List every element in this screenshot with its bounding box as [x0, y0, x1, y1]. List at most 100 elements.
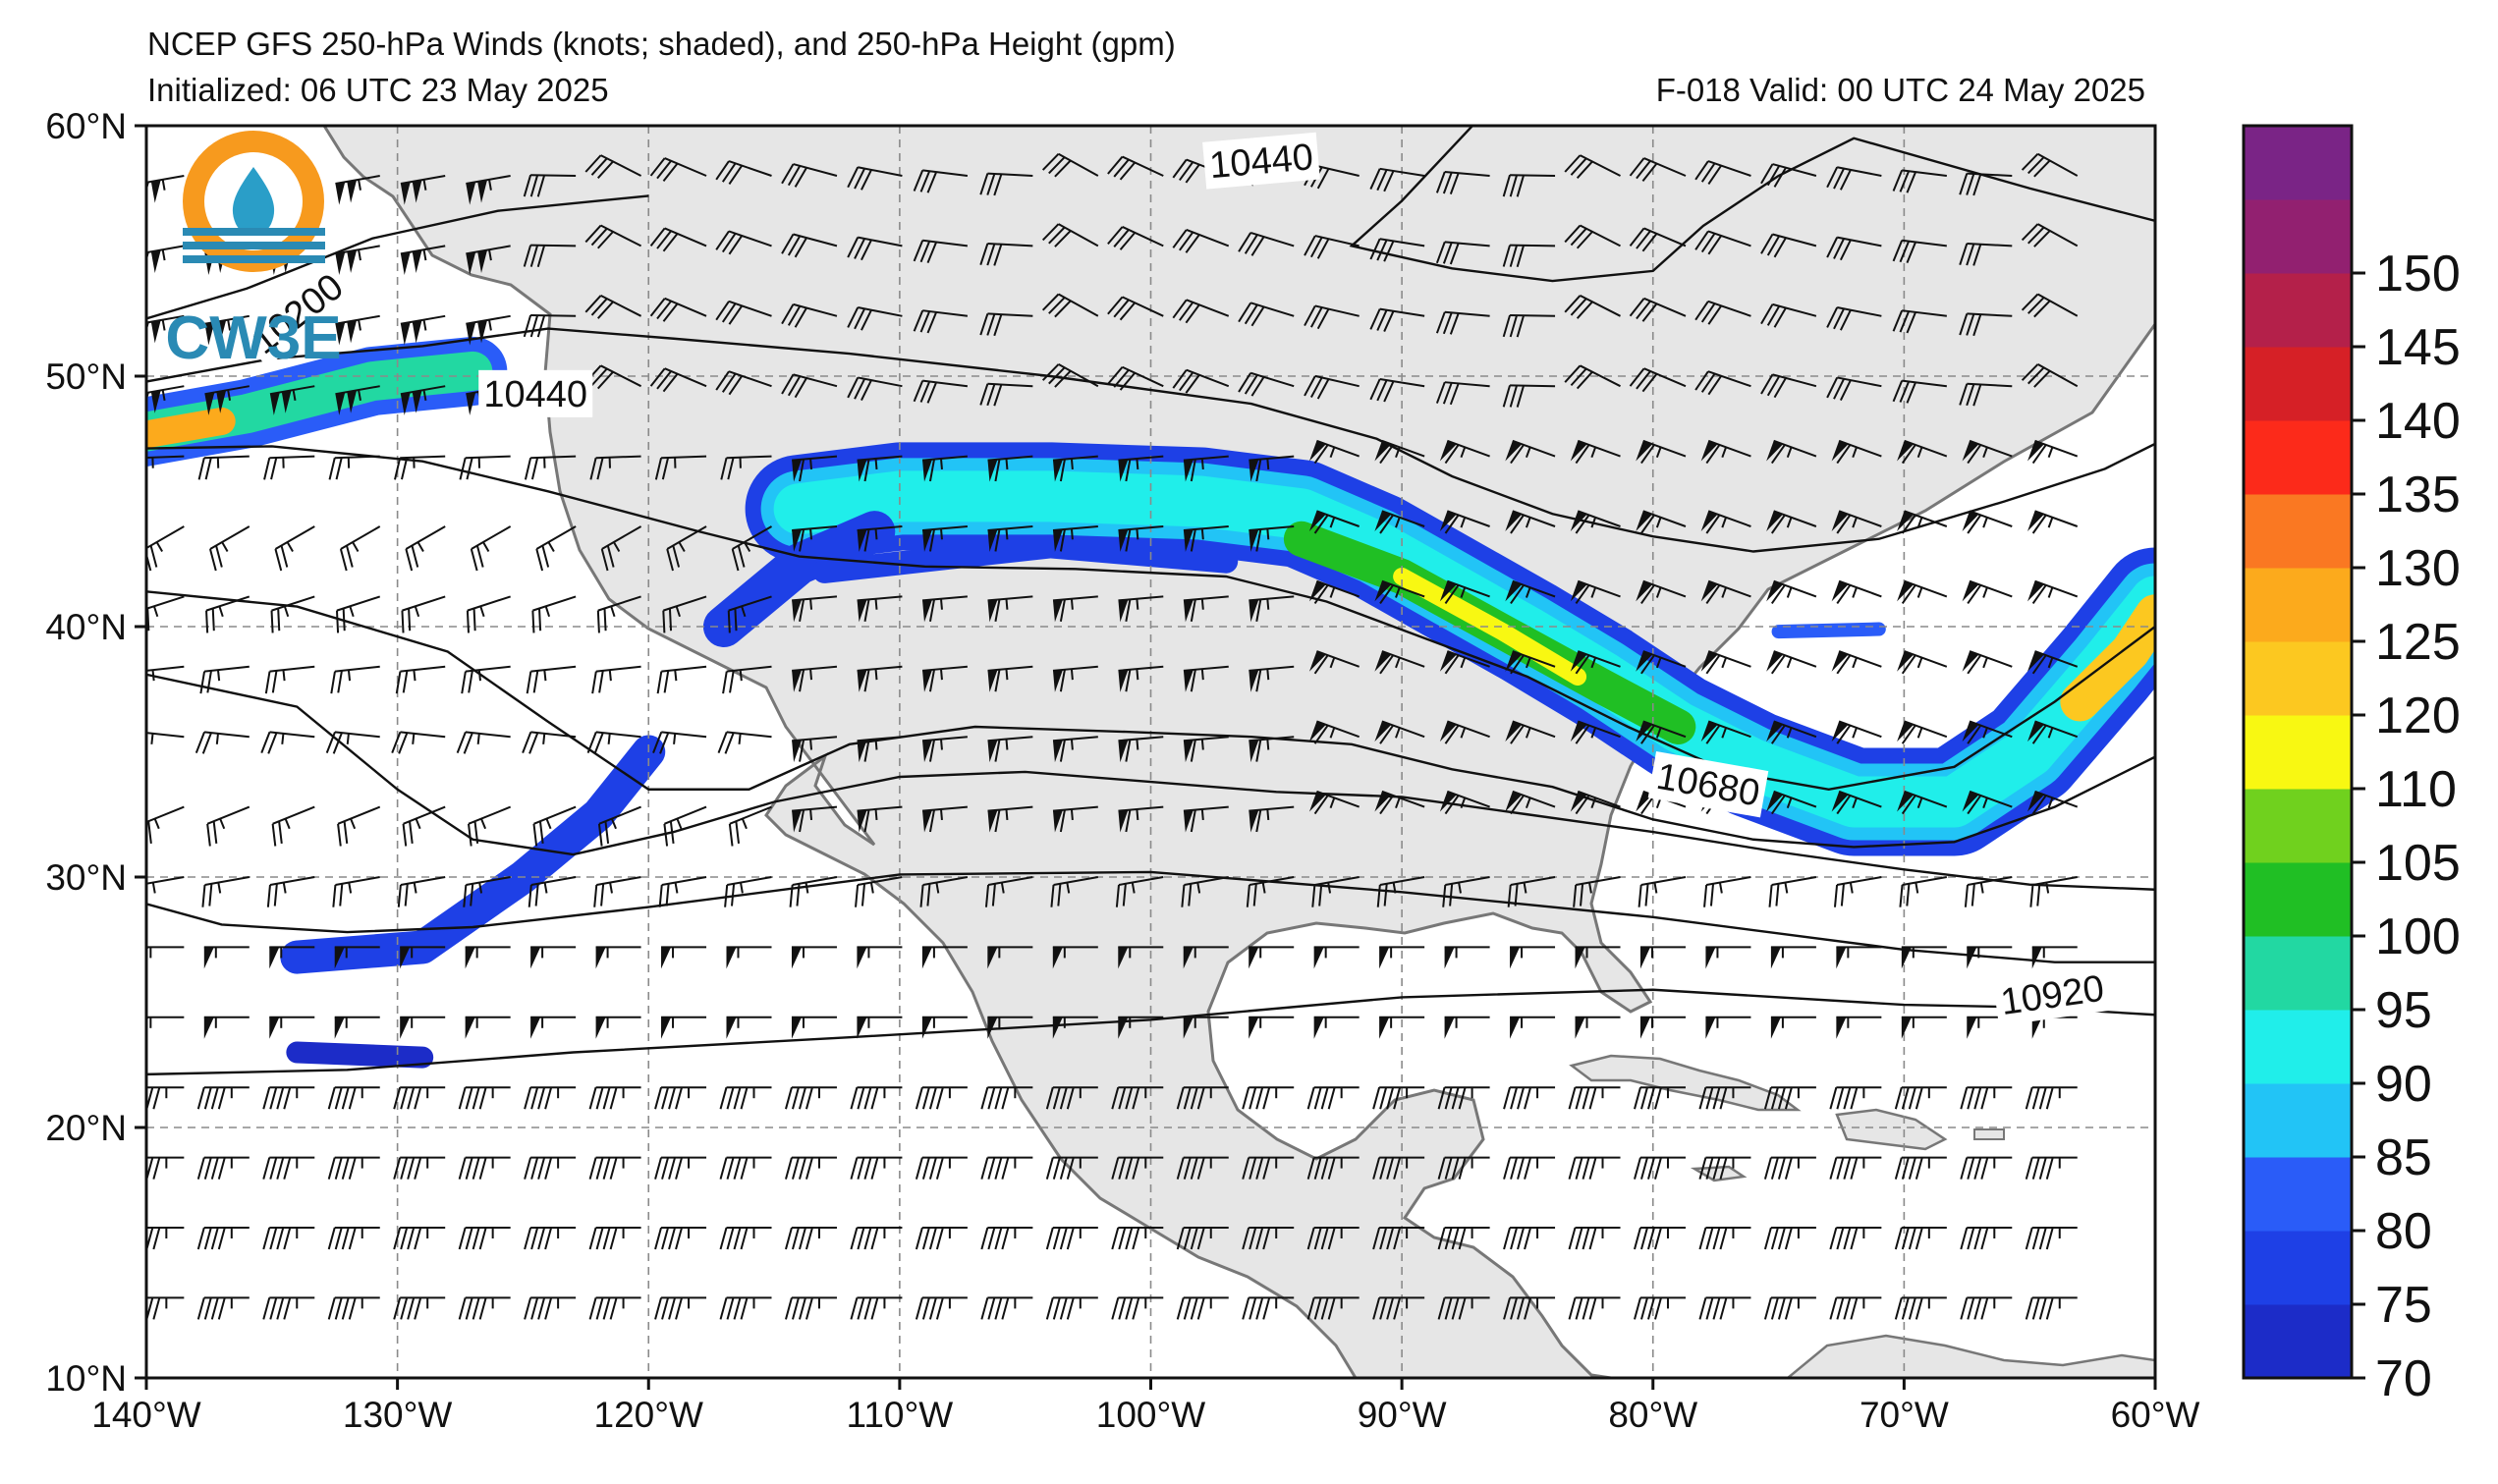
wind-barb — [1694, 370, 1751, 396]
wind-barb — [595, 946, 641, 969]
wind-barb — [2025, 1086, 2078, 1110]
wind-barb — [1698, 1227, 1751, 1250]
wind-barb — [1636, 439, 1687, 465]
wind-barb — [654, 1296, 707, 1320]
wind-barb — [1763, 1296, 1816, 1320]
wind-barb — [987, 736, 1033, 763]
wind-barb — [2027, 790, 2079, 815]
wind-barb — [915, 1156, 968, 1180]
colorbar-segment — [2244, 1231, 2352, 1305]
wind-barb — [2025, 1227, 2078, 1250]
wind-barb — [1111, 1156, 1164, 1180]
wind-barb — [726, 946, 772, 969]
wind-barb — [1766, 579, 1817, 604]
wind-barb — [1766, 510, 1817, 534]
wind-barb — [1703, 876, 1751, 907]
wind-barb — [1439, 510, 1490, 534]
height-contour-line — [146, 870, 2155, 963]
wind-barb — [1897, 650, 1948, 675]
wind-barb — [1249, 805, 1295, 833]
colorbar-label: 110 — [2375, 761, 2457, 818]
wind-barb — [1897, 510, 1948, 534]
wind-barb — [913, 169, 969, 193]
wind-barb — [146, 805, 185, 844]
wind-barb — [1118, 736, 1164, 763]
wind-barb — [1306, 1296, 1360, 1320]
wind-barb — [921, 736, 968, 763]
wind-barb — [728, 805, 772, 847]
wind-barb — [327, 1296, 380, 1320]
wind-barb — [260, 731, 315, 754]
wind-barb — [1052, 805, 1098, 833]
wind-barb — [654, 1227, 707, 1250]
wind-barb — [1831, 720, 1882, 744]
wind-barb — [1118, 665, 1164, 692]
colorbar-segment — [2244, 1304, 2352, 1379]
wind-barb — [1962, 720, 2013, 744]
wind-barb — [847, 306, 903, 331]
wind-barb — [915, 1227, 968, 1250]
wind-barb — [1374, 510, 1425, 534]
wind-barb — [652, 731, 707, 754]
wind-barb — [1041, 363, 1099, 388]
wind-barb — [1570, 579, 1621, 604]
wind-barb — [791, 1016, 837, 1039]
wind-barb — [196, 1086, 250, 1110]
colorbar-label: 125 — [2375, 614, 2461, 671]
height-contour-line — [146, 445, 2155, 791]
wind-barb — [458, 1296, 511, 1320]
wind-barb — [1570, 439, 1621, 465]
colorbar-segment — [2244, 1157, 2352, 1232]
wind-barb — [792, 595, 838, 623]
wind-barb — [727, 595, 772, 633]
wind-barb — [400, 175, 446, 205]
wind-barb — [1826, 306, 1882, 331]
wind-barb — [785, 1156, 837, 1180]
wind-barb — [915, 1086, 968, 1110]
wind-barb — [1118, 946, 1164, 969]
wind-barb — [1831, 790, 1882, 815]
wind-barb — [781, 302, 838, 328]
wind-barb — [1636, 510, 1687, 534]
wind-barb — [1052, 946, 1098, 969]
wind-barb — [1766, 650, 1817, 675]
wind-barb — [1437, 1086, 1490, 1110]
wind-barb — [1435, 310, 1490, 335]
lat-tick-label: 10°N — [45, 1358, 127, 1399]
wind-barb — [1183, 665, 1229, 692]
wind-barb — [857, 1016, 903, 1039]
wind-barb — [1507, 876, 1556, 907]
contour-label-text: 10440 — [483, 374, 587, 415]
wind-barb — [1374, 790, 1425, 815]
wind-barb — [1564, 364, 1621, 390]
wind-barb — [470, 525, 512, 572]
wind-barb — [1052, 665, 1098, 692]
wind-barb — [1118, 455, 1164, 482]
wind-barb — [1962, 579, 2013, 604]
wind-barb — [1698, 1156, 1751, 1180]
wind-barb — [1308, 510, 1360, 534]
wind-barb — [1892, 169, 1947, 193]
wind-barb — [1760, 302, 1817, 328]
wind-barb — [791, 946, 837, 969]
wind-barb — [649, 227, 707, 252]
wind-barb — [1505, 579, 1556, 604]
wind-barb — [1901, 946, 1947, 969]
wind-barb — [1052, 525, 1098, 552]
wind-barb — [263, 455, 315, 480]
wind-barb — [1568, 1086, 1621, 1110]
wind-barb — [850, 1086, 903, 1110]
wind-barb — [584, 295, 642, 319]
axis-labels: 140°W 130°W 120°W 110°W 100°W 90°W 80°W 70°W 60°… — [45, 106, 2199, 1435]
wind-barb — [334, 1016, 380, 1039]
contour-label-bg — [1647, 750, 1769, 818]
wind-barb — [274, 525, 315, 572]
wind-barb — [337, 805, 381, 847]
wind-barb — [1249, 665, 1295, 692]
wind-barb — [1308, 650, 1360, 675]
wind-barb — [1694, 300, 1751, 325]
wind-barb — [1962, 510, 2013, 534]
wind-barb — [980, 1227, 1033, 1250]
